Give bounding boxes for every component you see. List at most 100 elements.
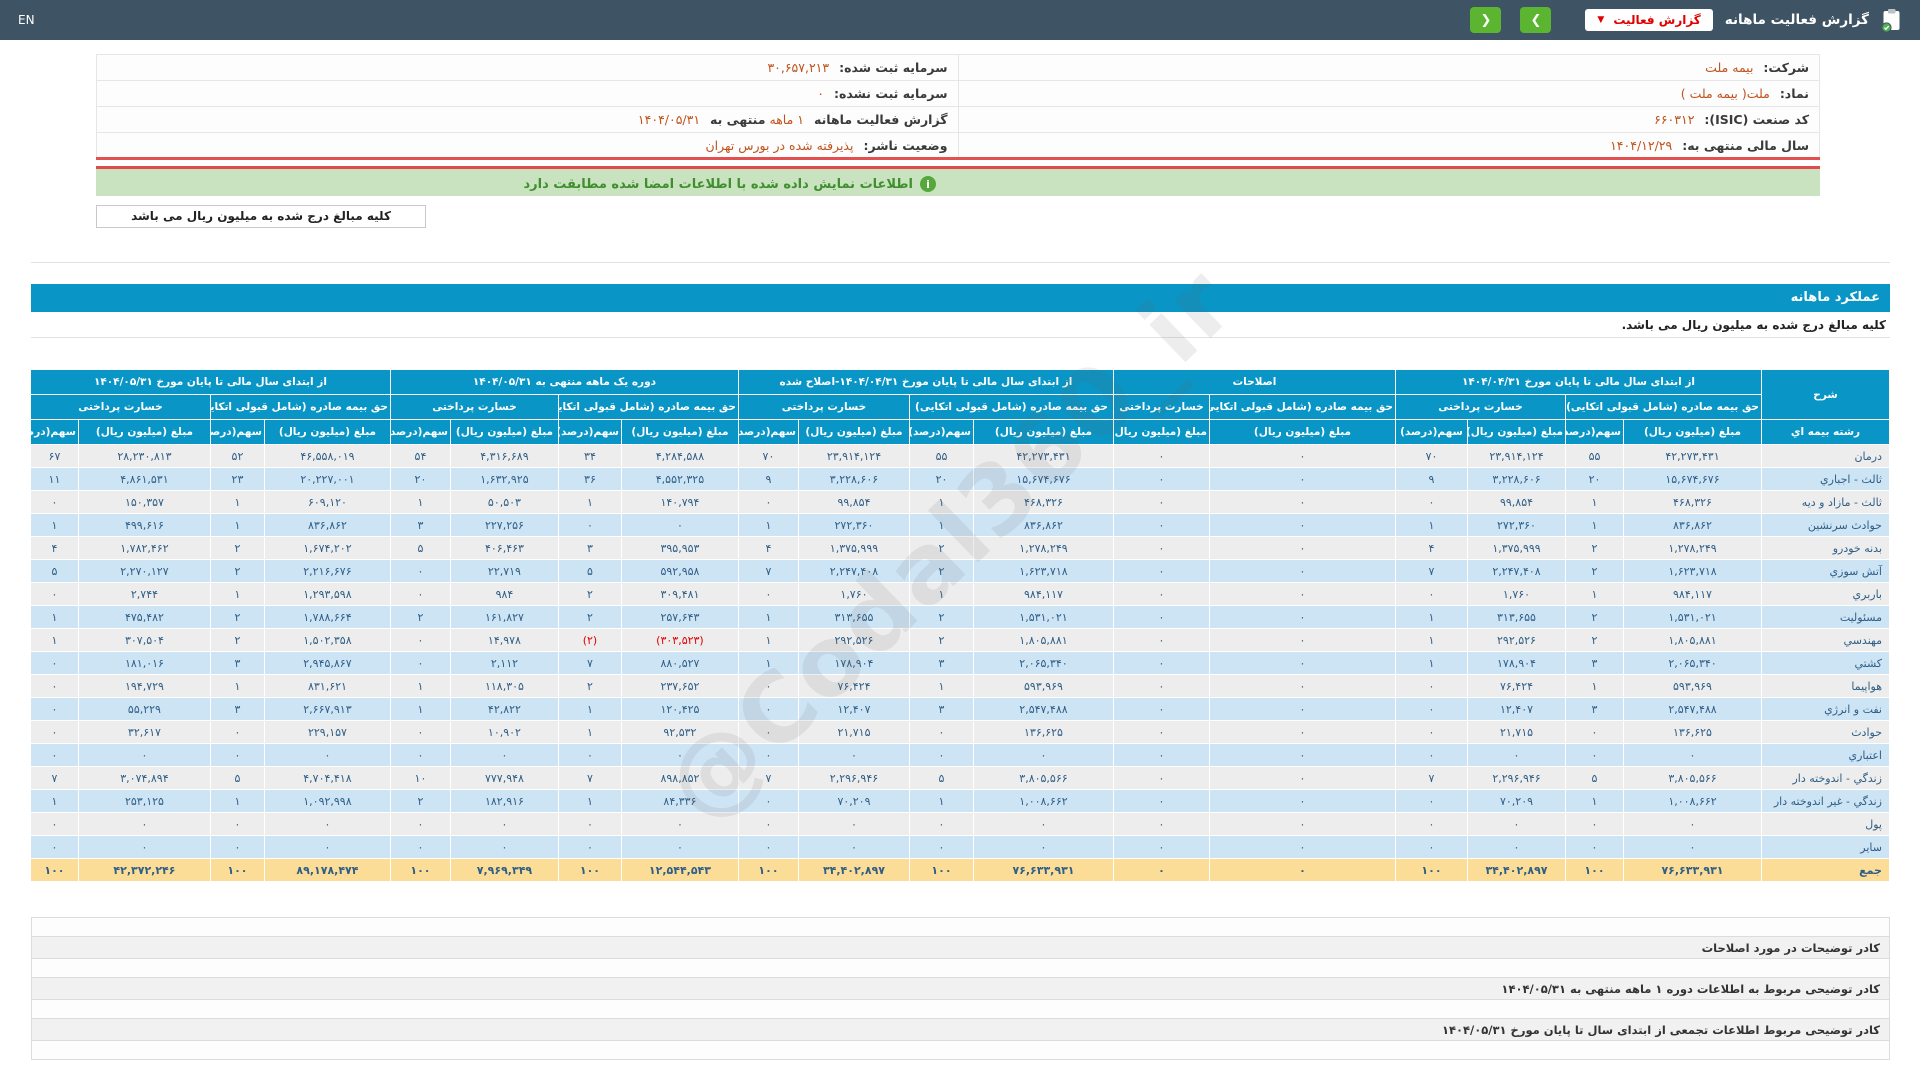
table-cell: ۳,۸۰۵,۵۶۶ — [972, 766, 1114, 790]
table-cell: ۴,۸۶۱,۵۳۱ — [77, 467, 211, 491]
table-cell: ۲,۲۹۶,۹۴۶ — [797, 766, 910, 790]
info-cell-company: شرکت: بیمه ملت — [957, 54, 1820, 81]
chevron-right-icon: ❯ — [1530, 12, 1542, 28]
row-label-cell: کشتي — [1761, 651, 1890, 675]
table-cell: ۷ — [737, 766, 799, 790]
table-cell: ۱,۲۷۸,۲۴۹ — [1623, 536, 1762, 560]
company-value: بیمه ملت — [1705, 60, 1754, 75]
table-row: ثالث - اجباري ۱۵,۶۷۴,۶۷۶ ۲۰ ۳,۲۲۸,۶۰۶ ۹ ۰ ۰ ۱۵,… — [29, 467, 1890, 491]
table-cell: ۰ — [77, 835, 211, 859]
table-cell: ۳۲,۶۱۷ — [77, 720, 211, 744]
subgroup-claims-header: خسارت پرداختی — [1394, 394, 1567, 420]
table-cell: ۵ — [29, 559, 79, 583]
listing-status-label: وضعیت ناشر: — [863, 137, 948, 153]
clipboard-report-icon — [1881, 8, 1902, 33]
company-label: شرکت: — [1763, 60, 1809, 75]
table-cell: ۰ — [972, 743, 1114, 767]
table-cell: ۱ — [389, 490, 451, 514]
table-cell: ۱ — [557, 789, 622, 813]
nav-next-button[interactable]: ❯ — [1520, 7, 1552, 33]
table-cell: ۰ — [1394, 789, 1469, 813]
info-row: کد صنعت (ISIC): ۶۶۰۳۱۲ گزارش فعالیت ماها… — [96, 106, 1820, 133]
table-cell: ۷۶,۴۲۴ — [1467, 674, 1566, 698]
table-cell: ۱۰۰ — [557, 858, 622, 882]
comment-box-empty — [31, 917, 1890, 937]
amount-column-header: مبلغ (میلیون ریال) — [263, 419, 391, 445]
subgroup-premium-header: حق بیمه صادره (شامل قبولی اتکایی) — [1208, 394, 1396, 420]
table-cell: ۰ — [1623, 835, 1762, 859]
table-cell: ۲۵۷,۶۴۳ — [620, 605, 739, 629]
table-cell: ۲۲۷,۲۵۶ — [449, 513, 559, 537]
row-label-cell: ثالث - مازاد و دیه — [1761, 490, 1890, 514]
table-cell: ۰ — [1208, 651, 1396, 675]
table-cell: ۵۹۳,۹۶۹ — [972, 674, 1114, 698]
table-cell: ۱ — [908, 582, 974, 606]
registered-capital-value: ۳۰,۶۵۷,۲۱۳ — [767, 60, 830, 75]
table-cell: ۰ — [389, 582, 451, 606]
table-cell: ۱۰۰ — [209, 858, 265, 882]
table-cell: ۲۳,۹۱۴,۱۲۴ — [1467, 444, 1566, 468]
table-cell: ۰ — [1565, 812, 1624, 836]
table-cell: ۰ — [620, 835, 739, 859]
table-cell: ۱ — [389, 697, 451, 721]
section-header-monthly-performance: عملکرد ماهانه — [31, 284, 1890, 312]
table-cell: ۰ — [1394, 720, 1469, 744]
section-divider — [31, 262, 1890, 263]
table-cell: ۰ — [1208, 536, 1396, 560]
table-cell: ۱,۶۳۲,۹۲۵ — [449, 467, 559, 491]
subgroup-claims-header: خسارت پرداختی — [29, 394, 211, 420]
table-cell: ۴,۳۱۶,۶۸۹ — [449, 444, 559, 468]
table-cell: ۲۹۲,۵۲۶ — [797, 628, 910, 652]
table-cell: ۱ — [389, 674, 451, 698]
listing-status-value: پذیرفته شده در بورس تهران — [705, 137, 854, 153]
table-cell: ۰ — [1208, 490, 1396, 514]
table-cell: ۰ — [1467, 835, 1566, 859]
table-cell: ۰ — [389, 628, 451, 652]
table-cell: ۰ — [1112, 536, 1210, 560]
table-cell: ۰ — [389, 812, 451, 836]
table-cell: ۰ — [449, 743, 559, 767]
table-cell: ۲۷۲,۳۶۰ — [1467, 513, 1566, 537]
table-cell: ۱۴,۹۷۸ — [449, 628, 559, 652]
table-cell: ۰ — [1112, 444, 1210, 468]
symbol-label: نماد: — [1779, 86, 1809, 101]
table-cell: ۹ — [737, 467, 799, 491]
table-cell: ۰ — [737, 674, 799, 698]
table-cell: ۵۹۲,۹۵۸ — [620, 559, 739, 583]
table-cell: ۰ — [1208, 812, 1396, 836]
share-column-header: سهم(درصد) — [389, 419, 451, 445]
table-cell: ۷۰ — [1394, 444, 1469, 468]
isic-value: ۶۶۰۳۱۲ — [1654, 112, 1695, 127]
table-cell: ۰ — [263, 835, 391, 859]
signature-match-banner: i اطلاعات نمایش داده شده با اطلاعات امضا… — [96, 166, 1820, 196]
table-cell: ۲۰ — [908, 467, 974, 491]
table-cell: ۱۲,۵۴۴,۵۴۳ — [620, 858, 739, 882]
table-cell: ۱ — [209, 582, 265, 606]
table-cell: ۰ — [29, 490, 79, 514]
table-cell: ۷ — [557, 651, 622, 675]
language-toggle-en[interactable]: EN — [18, 13, 35, 27]
table-cell: ۰ — [1467, 812, 1566, 836]
nav-previous-button[interactable]: ❮ — [1470, 7, 1502, 33]
table-cell: ۷,۹۶۹,۳۴۹ — [449, 858, 559, 882]
table-cell: ۷ — [1394, 559, 1469, 583]
table-cell: ۰ — [209, 835, 265, 859]
report-type-dropdown[interactable]: گزارش فعالیت ▼ — [1585, 9, 1713, 31]
table-cell: ۰ — [389, 720, 451, 744]
table-cell: ۱,۷۸۲,۴۶۲ — [77, 536, 211, 560]
table-cell: ۲۵۳,۱۲۵ — [77, 789, 211, 813]
table-cell: ۰ — [557, 812, 622, 836]
table-cell: ۱,۲۹۳,۵۹۸ — [263, 582, 391, 606]
table-cell: ۵۹۳,۹۶۹ — [1623, 674, 1762, 698]
table-row: آتش سوزي ۱,۶۲۳,۷۱۸ ۲ ۲,۲۴۷,۴۰۸ ۷ ۰ ۰ ۱,۶۲۳,۷۱۸ ۲… — [29, 559, 1890, 583]
table-cell: ۰ — [1112, 835, 1210, 859]
table-cell: ۱ — [209, 789, 265, 813]
table-cell: ۱ — [1394, 651, 1469, 675]
amount-column-header: مبلغ (میلیون ریال) — [1112, 419, 1210, 445]
table-cell: ۴ — [737, 536, 799, 560]
table-cell: ۱۲,۴۰۷ — [1467, 697, 1566, 721]
row-label-cell: نفت و انرژي — [1761, 697, 1890, 721]
table-cell: ۰ — [1623, 743, 1762, 767]
table-cell: ۲,۷۴۴ — [77, 582, 211, 606]
table-cell: ۰ — [1112, 743, 1210, 767]
